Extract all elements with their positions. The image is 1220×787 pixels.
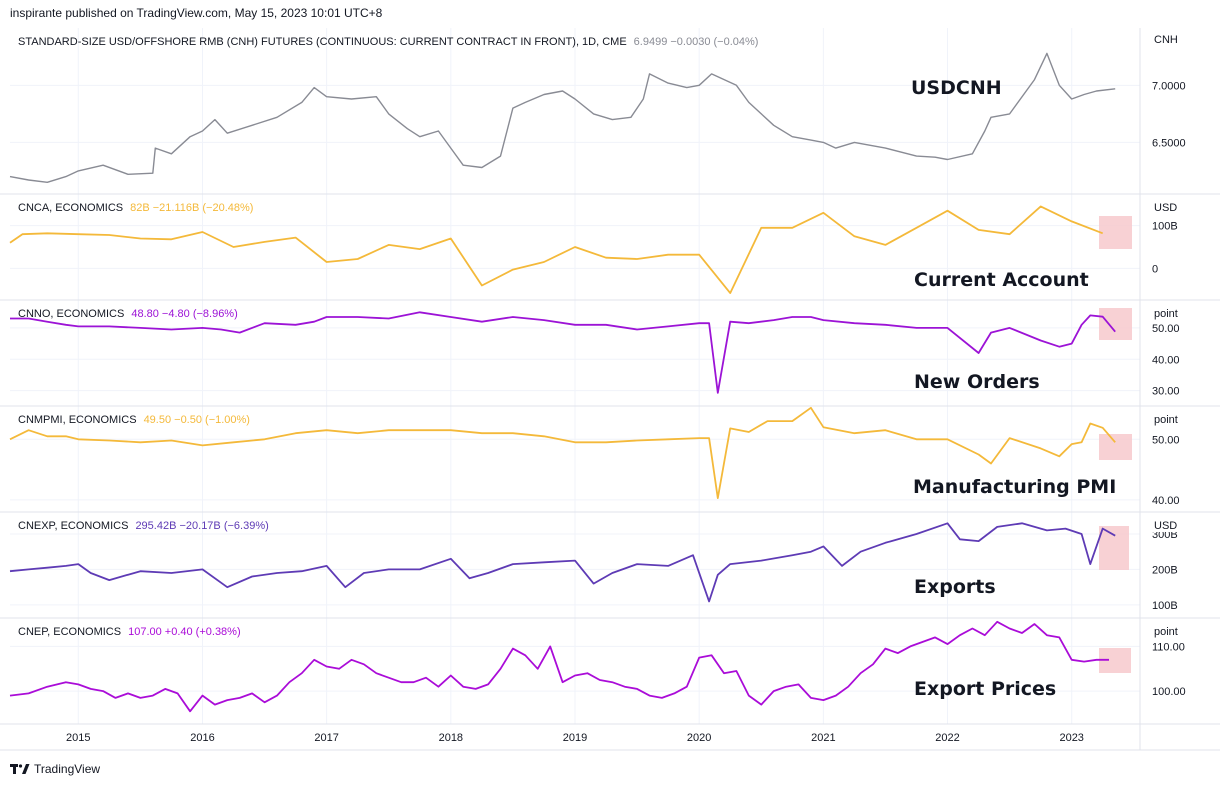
pane-cnep: 110.00 100.00 point CNEP, ECONOMICS 107.00 +… bbox=[0, 617, 1220, 713]
unit-label: point bbox=[1154, 308, 1178, 320]
x-tick-label: 2021 bbox=[811, 732, 835, 744]
panes: 7.0000 6.5000 CNH STANDARD-SIZE USD/OFFSHOR… bbox=[0, 32, 1220, 713]
publish-info: inspirante published on TradingView.com,… bbox=[10, 6, 383, 20]
x-tick-label: 2017 bbox=[314, 732, 338, 744]
pane-cnca: 100B 0 USD CNCA, ECONOMICS 82B −21.116B (−20… bbox=[0, 193, 1220, 294]
y-tick-label: 100.00 bbox=[1152, 686, 1186, 698]
series-line-cnmpmi bbox=[9, 406, 1116, 499]
legend-title: CNCA, ECONOMICS bbox=[18, 202, 123, 214]
x-axis: 2015 2016 2017 2018 2019 2020 2021 2022 2023 bbox=[0, 28, 1220, 751]
y-tick-label: 6.5000 bbox=[1152, 137, 1186, 149]
pane-caption: Manufacturing PMI bbox=[913, 476, 1116, 498]
x-tick-label: 2015 bbox=[66, 732, 90, 744]
series-line-cnca bbox=[9, 205, 1104, 294]
highlight-box bbox=[1099, 434, 1132, 460]
y-tick-label: 40.00 bbox=[1152, 354, 1180, 366]
pane-caption: Export Prices bbox=[914, 678, 1056, 700]
legend-values: 6.9499 −0.0030 (−0.04%) bbox=[634, 36, 759, 48]
y-tick-label: 100B bbox=[1152, 600, 1178, 612]
pane-cnno: 50.00 40.00 30.00 point CNNO, ECONOMICS 48.80… bbox=[0, 299, 1220, 398]
y-tick-label: 50.00 bbox=[1152, 323, 1180, 335]
unit-label-bg bbox=[1146, 412, 1206, 426]
x-tick-label: 2022 bbox=[935, 732, 959, 744]
x-tick-label: 2023 bbox=[1059, 732, 1083, 744]
y-tick-label: 110.00 bbox=[1152, 641, 1185, 653]
tradingview-logo-icon bbox=[10, 764, 30, 774]
unit-label: point bbox=[1154, 626, 1178, 638]
legend-values: 82B −21.116B (−20.48%) bbox=[130, 202, 253, 214]
series-line-cnep bbox=[9, 620, 1109, 713]
y-tick-label: 50.00 bbox=[1152, 434, 1180, 446]
highlight-box bbox=[1099, 526, 1129, 570]
legend-title: CNEP, ECONOMICS bbox=[18, 626, 121, 638]
footer: TradingView bbox=[10, 762, 100, 776]
unit-label: USD bbox=[1154, 520, 1177, 532]
highlight-box bbox=[1099, 308, 1132, 340]
legend-values: 295.42B −20.17B (−6.39%) bbox=[135, 520, 268, 532]
unit-label-bg bbox=[1146, 518, 1206, 532]
pane-cnmpmi: 50.00 40.00 point CNMPMI, ECONOMICS 49.50 −0… bbox=[0, 405, 1220, 507]
footer-brand[interactable]: TradingView bbox=[34, 762, 101, 776]
pane-caption: USDCNH bbox=[911, 77, 1002, 99]
grid bbox=[77, 28, 1073, 724]
y-tick-label: 40.00 bbox=[1152, 495, 1180, 507]
legend-values: 48.80 −4.80 (−8.96%) bbox=[131, 308, 237, 320]
x-tick-label: 2018 bbox=[439, 732, 463, 744]
unit-label: USD bbox=[1154, 202, 1177, 214]
unit-label-bg bbox=[1146, 624, 1206, 638]
y-tick-label: 30.00 bbox=[1152, 386, 1180, 398]
series-line-usdcnh bbox=[9, 52, 1116, 183]
legend-title: CNMPMI, ECONOMICS bbox=[18, 414, 137, 426]
series-line-cnexp bbox=[9, 522, 1116, 603]
pane-caption: Current Account bbox=[914, 269, 1089, 291]
legend-title: STANDARD-SIZE USD/OFFSHORE RMB (CNH) FUT… bbox=[18, 36, 627, 48]
pane-usdcnh: 7.0000 6.5000 CNH STANDARD-SIZE USD/OFFSHOR… bbox=[9, 32, 1206, 183]
pane-caption: Exports bbox=[914, 576, 996, 598]
y-tick-label: 7.0000 bbox=[1152, 80, 1186, 92]
unit-label: point bbox=[1154, 414, 1178, 426]
pane-caption: New Orders bbox=[914, 371, 1040, 393]
legend-values: 49.50 −0.50 (−1.00%) bbox=[144, 414, 250, 426]
x-tick-label: 2019 bbox=[563, 732, 587, 744]
highlight-box bbox=[1099, 216, 1132, 249]
legend-title: CNNO, ECONOMICS bbox=[18, 308, 124, 320]
y-tick-label: 0 bbox=[1152, 263, 1158, 275]
series-line-cnno bbox=[10, 311, 1116, 394]
unit-label-bg bbox=[1146, 32, 1206, 46]
x-tick-label: 2016 bbox=[190, 732, 214, 744]
y-tick-label: 200B bbox=[1152, 564, 1178, 576]
unit-label-bg bbox=[1146, 200, 1206, 214]
legend-values: 107.00 +0.40 (+0.38%) bbox=[128, 626, 241, 638]
legend-title: CNEXP, ECONOMICS bbox=[18, 520, 128, 532]
x-tick-label: 2020 bbox=[687, 732, 711, 744]
unit-label-bg bbox=[1146, 306, 1206, 320]
y-tick-label: 100B bbox=[1152, 221, 1178, 233]
unit-label: CNH bbox=[1154, 34, 1178, 46]
